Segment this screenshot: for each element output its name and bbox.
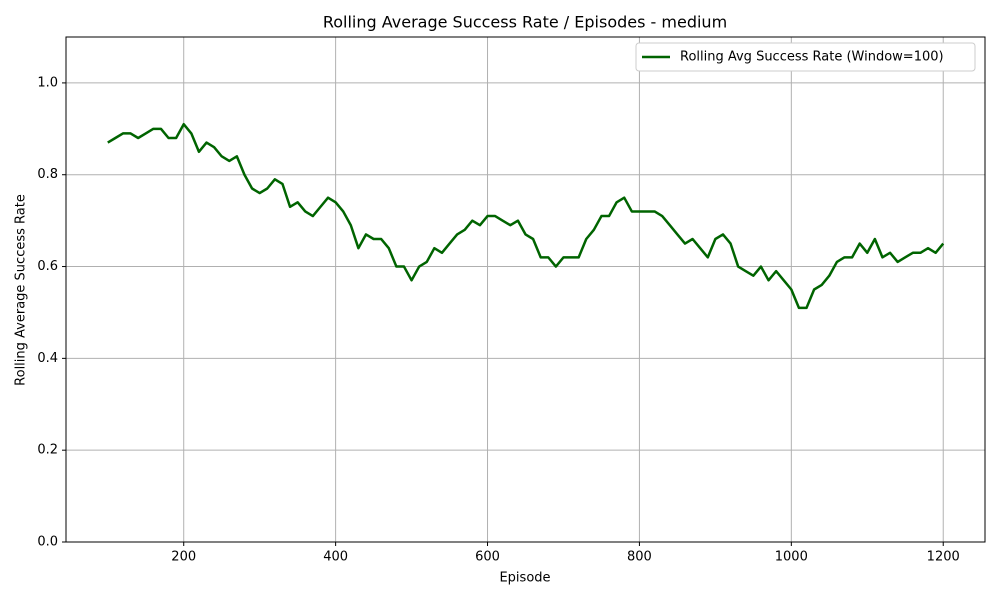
legend-label: Rolling Avg Success Rate (Window=100) [680,50,944,65]
x-tick-label: 600 [475,550,500,565]
legend-box [635,42,976,72]
x-tick-label: 800 [627,550,652,565]
x-tick-label: 400 [323,550,348,565]
y-tick-label: 0.4 [37,351,58,366]
y-tick-label: 0.6 [37,259,58,274]
y-tick-label: 0.0 [37,535,58,550]
legend: Rolling Avg Success Rate (Window=100) [635,42,976,72]
plot-frame [65,36,986,543]
y-tick-label: 0.2 [37,443,58,458]
x-tick-label: 1200 [927,550,960,565]
y-axis-label: Rolling Average Success Rate [14,194,29,386]
y-tick-label: 1.0 [37,75,58,90]
x-tick-label: 200 [171,550,196,565]
x-tick-label: 1000 [775,550,808,565]
chart-title: Rolling Average Success Rate / Episodes … [323,13,727,32]
y-tick-label: 0.8 [37,167,58,182]
x-axis-label: Episode [499,571,550,586]
data-line [107,122,945,310]
